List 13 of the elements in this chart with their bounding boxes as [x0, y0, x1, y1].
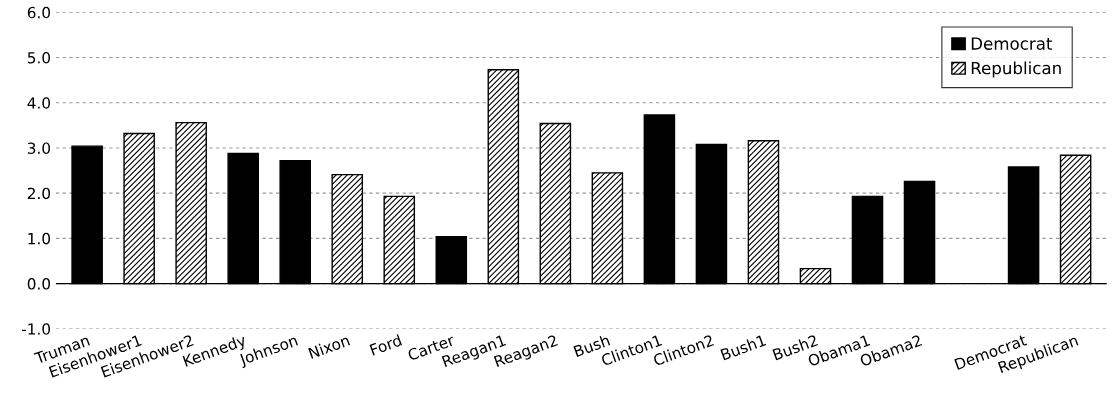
y-tick-label: 3.0: [27, 142, 51, 154]
x-tick-label: Ford: [369, 334, 403, 356]
y-tick-label: 1.0: [28, 232, 51, 245]
y-tick-label: 4.0: [27, 97, 51, 109]
y-tick-label: -1.0: [21, 323, 51, 335]
legend-label: Republican: [971, 61, 1061, 78]
x-tick-label: Nixon: [307, 334, 351, 360]
y-tick-label: 2.0: [27, 187, 51, 200]
y-tick-label: 5.0: [27, 52, 51, 64]
y-tick-label: 6.0: [27, 6, 51, 19]
legend-label: Democrat: [971, 37, 1053, 50]
x-tick-label: Bush1: [720, 334, 767, 361]
y-tick-label: 0.0: [27, 278, 51, 290]
